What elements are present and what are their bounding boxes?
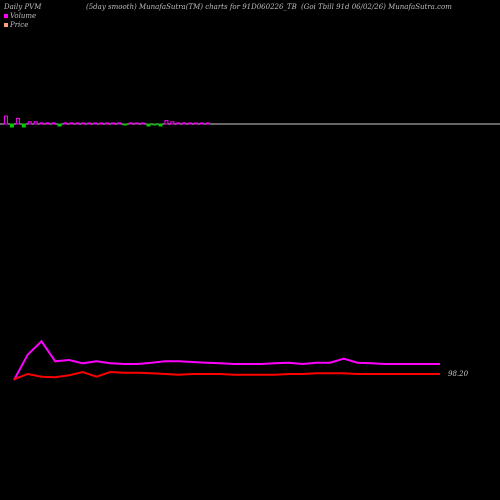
legend-price-swatch: [4, 23, 8, 27]
volume-bar: [15, 117, 20, 125]
legend-price-label: Price: [10, 21, 29, 29]
volume-bar: [170, 121, 175, 125]
volume-bar: [99, 122, 104, 125]
volume-bar: [152, 123, 157, 126]
chart-header-left: Daily PVM: [4, 3, 42, 11]
chart-header-center: (5day smooth) MunafaSutra(TM) charts for…: [86, 3, 297, 11]
legend-volume-swatch: [4, 14, 8, 18]
volume-bar: [200, 122, 205, 125]
volume-bar: [164, 120, 169, 125]
volume-bar: [128, 122, 133, 125]
volume-bar: [21, 123, 26, 128]
volume-bar: [81, 122, 86, 125]
volume-bar: [69, 122, 74, 125]
volume-bar: [4, 115, 8, 125]
volume-bar: [116, 122, 121, 125]
chart-header-right: (Goi Tbill 91d 06/02/26) MunafaSutra.com: [301, 3, 452, 11]
volume-bar: [39, 122, 44, 125]
volume-bar: [27, 121, 32, 125]
volume-bar: [206, 122, 210, 125]
volume-bar: [45, 122, 50, 125]
volume-bar: [110, 122, 115, 125]
volume-line: [13, 339, 440, 381]
volume-bar: [140, 122, 145, 125]
volume-panel: [0, 115, 500, 128]
price-label: 98.20: [448, 370, 469, 378]
volume-bar: [33, 121, 38, 125]
price-line: [13, 370, 440, 381]
volume-bar: [158, 123, 163, 127]
volume-bar: [194, 122, 199, 125]
volume-bar: [51, 122, 56, 125]
volume-bar: [75, 122, 80, 125]
volume-bar: [176, 122, 181, 125]
price-panel: 98.20: [13, 339, 469, 381]
volume-bar: [9, 123, 14, 128]
volume-bar: [63, 122, 68, 125]
volume-bar: [105, 122, 109, 125]
legend-price: Price: [4, 21, 28, 29]
volume-bar: [134, 122, 139, 125]
volume-bar: [122, 123, 127, 126]
legend-volume-label: Volume: [10, 12, 37, 20]
volume-bar: [188, 122, 193, 125]
legend-volume: Volume: [4, 12, 36, 20]
volume-bar: [146, 123, 151, 127]
volume-bar: [57, 123, 62, 127]
volume-bar: [87, 122, 92, 125]
volume-bar: [93, 122, 98, 125]
volume-bar: [182, 122, 187, 125]
